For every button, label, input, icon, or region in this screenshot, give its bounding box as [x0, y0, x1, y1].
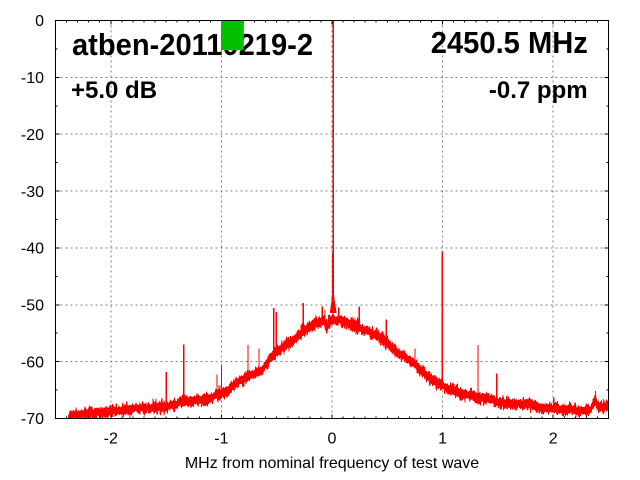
svg-text:1: 1	[438, 431, 447, 448]
svg-text:2450.5 MHz: 2450.5 MHz	[431, 25, 588, 60]
svg-text:-2: -2	[104, 431, 118, 448]
svg-text:atben-20110219-2: atben-20110219-2	[72, 27, 313, 62]
svg-text:-20: -20	[21, 127, 44, 144]
svg-text:-60: -60	[21, 354, 44, 371]
svg-text:MHz from nominal frequency of: MHz from nominal frequency of test wave	[185, 455, 479, 472]
svg-text:-70: -70	[21, 411, 44, 428]
svg-text:-30: -30	[21, 184, 44, 201]
svg-text:0: 0	[35, 13, 44, 30]
svg-text:-50: -50	[21, 298, 44, 315]
svg-text:-40: -40	[21, 241, 44, 258]
svg-text:+5.0 dB: +5.0 dB	[71, 77, 157, 104]
svg-text:-0.7 ppm: -0.7 ppm	[489, 77, 588, 104]
svg-text:-1: -1	[214, 431, 228, 448]
svg-text:0: 0	[328, 431, 337, 448]
svg-text:-10: -10	[21, 70, 44, 87]
svg-text:2: 2	[549, 431, 558, 448]
